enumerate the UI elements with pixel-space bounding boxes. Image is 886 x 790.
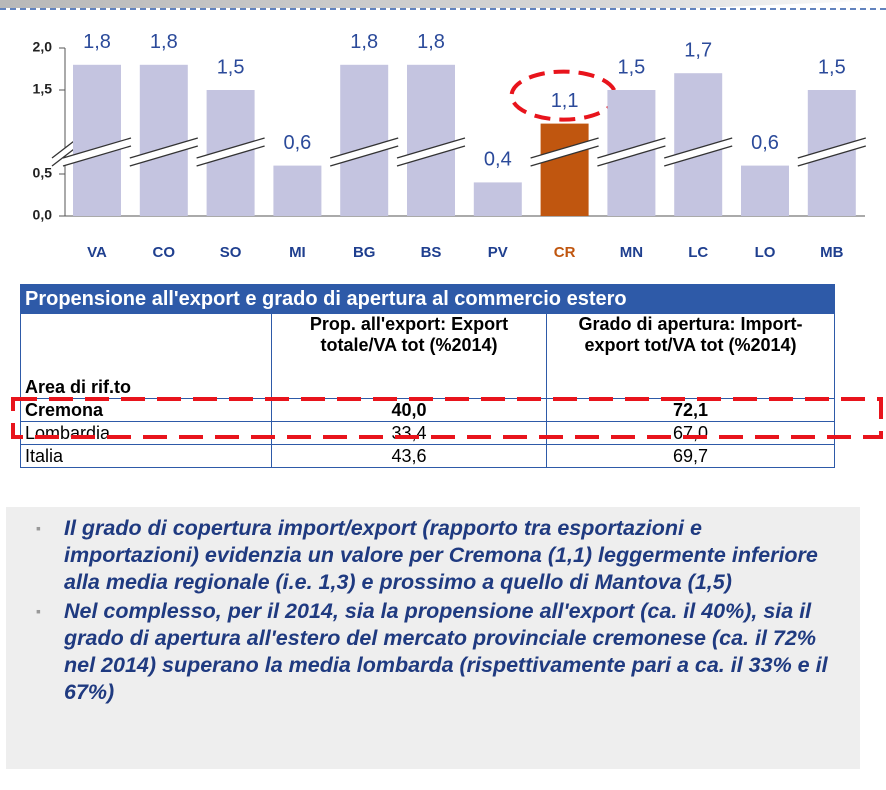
axis-break-line — [396, 137, 466, 159]
value-label: 1,8 — [350, 31, 378, 53]
axis-break-line — [530, 137, 599, 159]
value-label: 1,5 — [217, 56, 245, 78]
axis-break — [397, 138, 465, 166]
axis-break-line — [797, 145, 866, 167]
bar — [340, 64, 389, 216]
x-tick-label: MB — [820, 244, 843, 261]
x-tick-label: CR — [554, 244, 576, 261]
axis-break-line — [62, 145, 132, 167]
header-band — [0, 0, 886, 8]
x-tick-label: MN — [620, 244, 643, 261]
value-label: 1,1 — [551, 90, 579, 112]
value-label: 1,7 — [684, 39, 712, 61]
axis-break — [664, 138, 733, 166]
y-tick-label: 0,5 — [33, 165, 53, 181]
axis-break-line — [797, 137, 866, 159]
axis-break — [196, 138, 265, 166]
axis-break-line — [62, 137, 132, 159]
axis-break-line — [196, 137, 265, 159]
axis-break — [597, 138, 666, 166]
value-label: 1,8 — [83, 31, 111, 53]
x-tick-label: VA — [87, 244, 107, 261]
x-tick-label: LC — [688, 244, 708, 261]
cell: Italia — [20, 444, 272, 468]
header-cell: Grado di apertura: Import-export tot/VA … — [546, 313, 835, 399]
y-tick-label: 2,0 — [33, 39, 53, 55]
x-tick-label: PV — [488, 244, 508, 261]
axis-break-line — [196, 145, 265, 167]
axis-break — [797, 138, 866, 166]
y-tick-label: 0,0 — [33, 207, 53, 223]
value-label: 0,6 — [751, 132, 779, 154]
axis-break — [63, 138, 131, 166]
bar — [139, 64, 188, 216]
axis-break-line — [330, 145, 399, 167]
value-label: 1,8 — [417, 31, 445, 53]
value-label: 0,4 — [484, 149, 512, 171]
axis-break-line — [396, 145, 466, 167]
axis-break — [129, 138, 198, 166]
bullet-list: Il grado di copertura import/export (rap… — [6, 507, 860, 706]
value-label: 0,6 — [283, 132, 311, 154]
bullet: Nel complesso, per il 2014, sia la prope… — [36, 598, 840, 706]
axis-break-line — [664, 145, 733, 167]
axis-break — [530, 138, 599, 166]
axis-break-line — [129, 145, 198, 167]
header-cell: Area di rif.to — [20, 313, 272, 399]
bar — [273, 165, 322, 216]
value-label: 1,5 — [818, 56, 846, 78]
cell: 69,7 — [546, 444, 835, 468]
axis-break — [52, 138, 78, 166]
axis-break-line — [597, 145, 666, 167]
cell: 43,6 — [271, 444, 547, 468]
axis-break-line — [664, 137, 733, 159]
cell: 72,1 — [546, 398, 835, 422]
axis-break-line — [330, 137, 399, 159]
header-cell: Prop. all'export: Export totale/VA tot (… — [271, 313, 547, 399]
highlight-overlay — [11, 397, 883, 439]
cell: 67,0 — [546, 421, 835, 445]
bar — [741, 165, 789, 216]
bar — [473, 182, 522, 216]
chart: 0,0 0,5 1,5 2,0 1,8 VA 1,8 CO 1,5 SO 0,6 MI 1,8 BG 1,8… — [0, 0, 886, 261]
table: Propensione all'export e grado di apertu… — [20, 284, 835, 468]
cell: Cremona — [20, 398, 272, 422]
x-tick-label: LO — [755, 244, 776, 261]
x-tick-label: BS — [421, 244, 442, 261]
bullet-box: Il grado di copertura import/export (rap… — [6, 507, 860, 769]
axis-break-line — [597, 137, 666, 159]
bar — [540, 123, 589, 216]
value-label: 1,5 — [617, 56, 645, 78]
x-tick-label: BG — [353, 244, 376, 261]
x-tick-label: CO — [153, 244, 176, 261]
bullet: Il grado di copertura import/export (rap… — [36, 515, 840, 596]
highlight-box — [11, 397, 883, 439]
table-title: Propensione all'export e grado di apertu… — [20, 284, 835, 314]
value-label: 1,8 — [150, 31, 178, 53]
x-tick-label: MI — [289, 244, 306, 261]
x-tick-label: SO — [220, 244, 242, 261]
bar — [407, 64, 455, 216]
y-tick-label: 1,5 — [33, 81, 53, 97]
axis-break-line — [129, 137, 198, 159]
axis-break — [330, 138, 399, 166]
bar — [73, 64, 121, 216]
axis-break-line — [530, 145, 599, 167]
